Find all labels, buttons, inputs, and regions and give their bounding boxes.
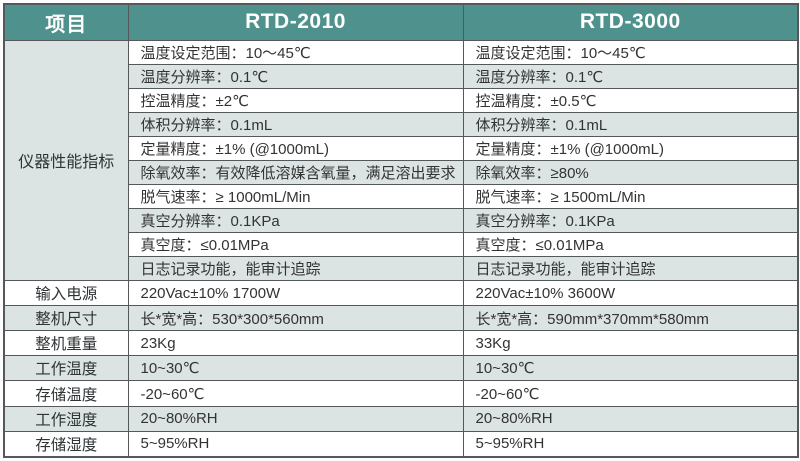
spec-cell-rtd2010: 20~80%RH — [127, 405, 464, 432]
spec-cell-rtd3000: 真空度：≤0.01MPa — [462, 231, 799, 257]
spec-cell-rtd3000: 10~30℃ — [462, 355, 799, 382]
spec-cell-rtd3000: 除氧效率：≥80% — [462, 159, 799, 185]
row-label: 存储温度 — [3, 380, 129, 407]
spec-cell-rtd2010: 体积分辨率：0.1mL — [127, 111, 464, 137]
spec-cell-rtd2010: 长*宽*高：530*300*560mm — [127, 305, 464, 332]
spec-cell-rtd2010: 温度设定范围：10～45℃ — [127, 39, 464, 65]
spec-cell-rtd3000: 20~80%RH — [462, 405, 799, 432]
row-group-label: 仪器性能指标 — [3, 39, 129, 281]
table-row: 脱气速率：≥ 1000mL/Min 脱气速率：≥ 1500mL/Min — [4, 183, 799, 209]
spec-cell-rtd2010: 定量精度：±1% (@1000mL) — [127, 135, 464, 161]
spec-cell-rtd3000: 5~95%RH — [462, 430, 799, 458]
spec-cell-rtd3000: -20~60℃ — [462, 380, 799, 407]
table-row: 仪器性能指标 温度设定范围：10～45℃ 温度设定范围：10～45℃ — [3, 39, 799, 281]
spec-cell-rtd2010: 220Vac±10% 1700W — [127, 279, 464, 307]
table-row: 温度分辨率：0.1℃ 温度分辨率：0.1℃ — [4, 63, 799, 89]
spec-cell-rtd3000: 日志记录功能，能审计追踪 — [462, 255, 799, 281]
spec-cell-rtd2010: -20~60℃ — [127, 380, 464, 407]
table-row: 除氧效率：有效降低溶媒含氧量，满足溶出要求 除氧效率：≥80% — [4, 159, 799, 185]
header-rtd2010: RTD-2010 — [127, 3, 464, 41]
row-label: 整机尺寸 — [3, 305, 129, 332]
header-item: 项目 — [3, 3, 129, 41]
spec-cell-rtd3000: 脱气速率：≥ 1500mL/Min — [462, 183, 799, 209]
row-label: 工作湿度 — [3, 405, 129, 432]
spec-cell-rtd2010: 10~30℃ — [127, 355, 464, 382]
row-label: 工作温度 — [3, 355, 129, 382]
header-row: 项目 RTD-2010 RTD-3000 — [3, 3, 799, 41]
spec-cell-rtd2010: 控温精度：±2℃ — [127, 87, 464, 113]
table-row: 存储湿度 5~95%RH 5~95%RH — [3, 430, 799, 458]
spec-cell-rtd3000: 定量精度：±1% (@1000mL) — [462, 135, 799, 161]
spec-cell-rtd2010: 真空度：≤0.01MPa — [127, 231, 464, 257]
product-spec-table: 项目 RTD-2010 RTD-3000 仪器性能指标 温度设定范围：10～45… — [3, 3, 799, 458]
table-row: 体积分辨率：0.1mL 体积分辨率：0.1mL — [4, 111, 799, 137]
spec-cell-rtd2010: 日志记录功能，能审计追踪 — [127, 255, 464, 281]
spec-cell-rtd3000: 控温精度：±0.5℃ — [462, 87, 799, 113]
row-label: 存储湿度 — [3, 430, 129, 458]
spec-cell-rtd3000: 温度分辨率：0.1℃ — [462, 63, 799, 89]
table-row: 输入电源 220Vac±10% 1700W 220Vac±10% 3600W — [3, 279, 799, 307]
table-row: 整机重量 23Kg 33Kg — [3, 330, 799, 357]
table-row: 工作湿度 20~80%RH 20~80%RH — [3, 405, 799, 432]
spec-cell-rtd2010: 真空分辨率：0.1KPa — [127, 207, 464, 233]
spec-cell-rtd3000: 温度设定范围：10～45℃ — [462, 39, 799, 65]
table-row: 定量精度：±1% (@1000mL) 定量精度：±1% (@1000mL) — [4, 135, 799, 161]
spec-cell-rtd3000: 220Vac±10% 3600W — [462, 279, 799, 307]
spec-cell-rtd2010: 温度分辨率：0.1℃ — [127, 63, 464, 89]
spec-cell-rtd3000: 体积分辨率：0.1mL — [462, 111, 799, 137]
table-row: 存储温度 -20~60℃ -20~60℃ — [3, 380, 799, 407]
row-label: 输入电源 — [3, 279, 129, 307]
spec-cell-rtd2010: 除氧效率：有效降低溶媒含氧量，满足溶出要求 — [127, 159, 464, 185]
spec-cell-rtd2010: 脱气速率：≥ 1000mL/Min — [127, 183, 464, 209]
spec-cell-rtd3000: 真空分辨率：0.1KPa — [462, 207, 799, 233]
table-row: 真空度：≤0.01MPa 真空度：≤0.01MPa — [4, 231, 799, 257]
header-rtd3000: RTD-3000 — [462, 3, 799, 41]
table-row: 整机尺寸 长*宽*高：530*300*560mm 长*宽*高：590mm*370… — [3, 305, 799, 332]
table-row: 工作温度 10~30℃ 10~30℃ — [3, 355, 799, 382]
row-label: 整机重量 — [3, 330, 129, 357]
table-row: 真空分辨率：0.1KPa 真空分辨率：0.1KPa — [4, 207, 799, 233]
spec-cell-rtd2010: 5~95%RH — [127, 430, 464, 458]
spec-cell-rtd2010: 23Kg — [127, 330, 464, 357]
spec-cell-rtd3000: 33Kg — [462, 330, 799, 357]
spec-cell-rtd3000: 长*宽*高：590mm*370mm*580mm — [462, 305, 799, 332]
